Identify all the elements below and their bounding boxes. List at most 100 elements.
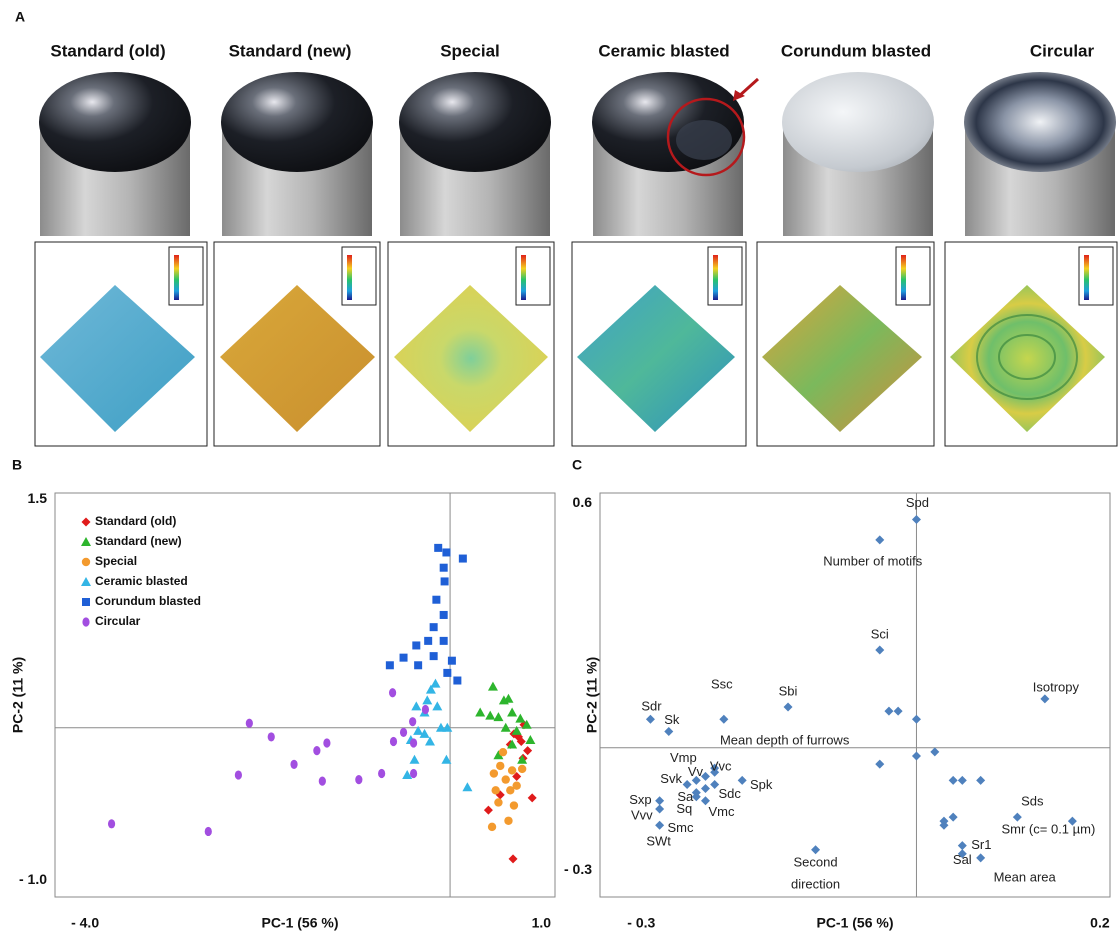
- y-tick-label: 0.6: [573, 494, 593, 510]
- point-label: Sdc: [718, 786, 741, 801]
- point-label: Spk: [750, 777, 773, 792]
- point: [811, 845, 820, 854]
- point: [319, 777, 326, 786]
- point-label: Sxp: [629, 792, 651, 807]
- point: [512, 782, 520, 790]
- point: [313, 746, 320, 755]
- x-tick-label: 0.2: [1090, 915, 1110, 931]
- point: [493, 712, 503, 721]
- point: [499, 748, 507, 756]
- point: [355, 775, 362, 784]
- point: [414, 661, 422, 669]
- point: [509, 854, 518, 863]
- point: [490, 769, 498, 777]
- point: [441, 577, 449, 585]
- point: [440, 611, 448, 619]
- point: [976, 853, 985, 862]
- point-label: Smc: [667, 820, 694, 835]
- point: [323, 738, 330, 747]
- point: [413, 726, 423, 735]
- legend-label: Circular: [95, 614, 141, 628]
- point: [976, 776, 985, 785]
- point-label: Vvv: [631, 807, 653, 822]
- point: [494, 798, 502, 806]
- point: [440, 637, 448, 645]
- point: [462, 782, 472, 791]
- y-tick-label: - 0.3: [564, 861, 592, 877]
- point-label: Mean area: [994, 869, 1057, 884]
- point-label: Sal: [953, 852, 972, 867]
- point-label: Spd: [906, 495, 929, 510]
- point-label: Sdr: [641, 699, 662, 714]
- point: [268, 732, 275, 741]
- point-label: Sci: [871, 626, 889, 641]
- x-tick-label: - 0.3: [627, 915, 655, 931]
- point-label: Sbi: [779, 683, 798, 698]
- point: [422, 695, 432, 704]
- point: [958, 776, 967, 785]
- point: [409, 755, 419, 764]
- point: [430, 652, 438, 660]
- x-tick-label: 1.0: [532, 915, 552, 931]
- point: [507, 708, 517, 717]
- point: [440, 564, 448, 572]
- point: [515, 714, 525, 723]
- point-label: Svk: [660, 771, 682, 786]
- point: [453, 677, 461, 685]
- legend-label: Standard (new): [95, 534, 182, 548]
- point: [528, 793, 537, 802]
- point: [411, 701, 421, 710]
- point: [784, 703, 793, 712]
- point-label: Sds: [1021, 794, 1044, 809]
- point: [912, 515, 921, 524]
- point: [410, 738, 417, 747]
- panel-label: A: [15, 9, 25, 25]
- point-label: Mean depth of furrows: [720, 733, 850, 748]
- legend-label: Special: [95, 554, 137, 568]
- legend-marker: [82, 518, 91, 527]
- point: [488, 682, 498, 691]
- point-label: Number of motifs: [823, 553, 922, 568]
- y-tick-label: 1.5: [28, 490, 48, 506]
- point: [491, 786, 499, 794]
- point: [655, 804, 664, 813]
- point-label: Sq: [676, 801, 692, 816]
- point: [719, 715, 728, 724]
- point-label: Vv: [688, 764, 704, 779]
- point: [683, 780, 692, 789]
- point: [655, 796, 664, 805]
- point: [386, 661, 394, 669]
- panel-label: C: [572, 457, 582, 473]
- point: [378, 769, 385, 778]
- point: [434, 544, 442, 552]
- point: [1040, 694, 1049, 703]
- point: [290, 760, 297, 769]
- point: [875, 760, 884, 769]
- point: [430, 679, 440, 688]
- point: [655, 821, 664, 830]
- legend-marker: [81, 577, 91, 586]
- y-axis-label: PC-2 (11 %): [10, 657, 26, 733]
- point: [958, 841, 967, 850]
- point: [508, 766, 516, 774]
- x-tick-label: - 4.0: [71, 915, 99, 931]
- point-label: Smr (c= 0.1 µm): [1001, 822, 1095, 837]
- point: [410, 769, 417, 778]
- legend-label: Ceramic blasted: [95, 574, 188, 588]
- y-axis-label: PC-2 (11 %): [584, 657, 600, 733]
- point: [488, 823, 496, 831]
- photos: [39, 72, 1116, 236]
- point: [1013, 813, 1022, 822]
- point: [475, 708, 485, 717]
- legend-label: Corundum blasted: [95, 594, 201, 608]
- surface-maps: [35, 242, 1117, 446]
- point: [400, 728, 407, 737]
- point: [448, 657, 456, 665]
- point: [502, 775, 510, 783]
- point-label: Vmc: [708, 804, 735, 819]
- point: [432, 596, 440, 604]
- sample-title: Corundum blasted: [781, 41, 931, 60]
- point: [664, 727, 673, 736]
- sample-title: Standard (old): [50, 41, 165, 60]
- point-label: Sk: [664, 712, 680, 727]
